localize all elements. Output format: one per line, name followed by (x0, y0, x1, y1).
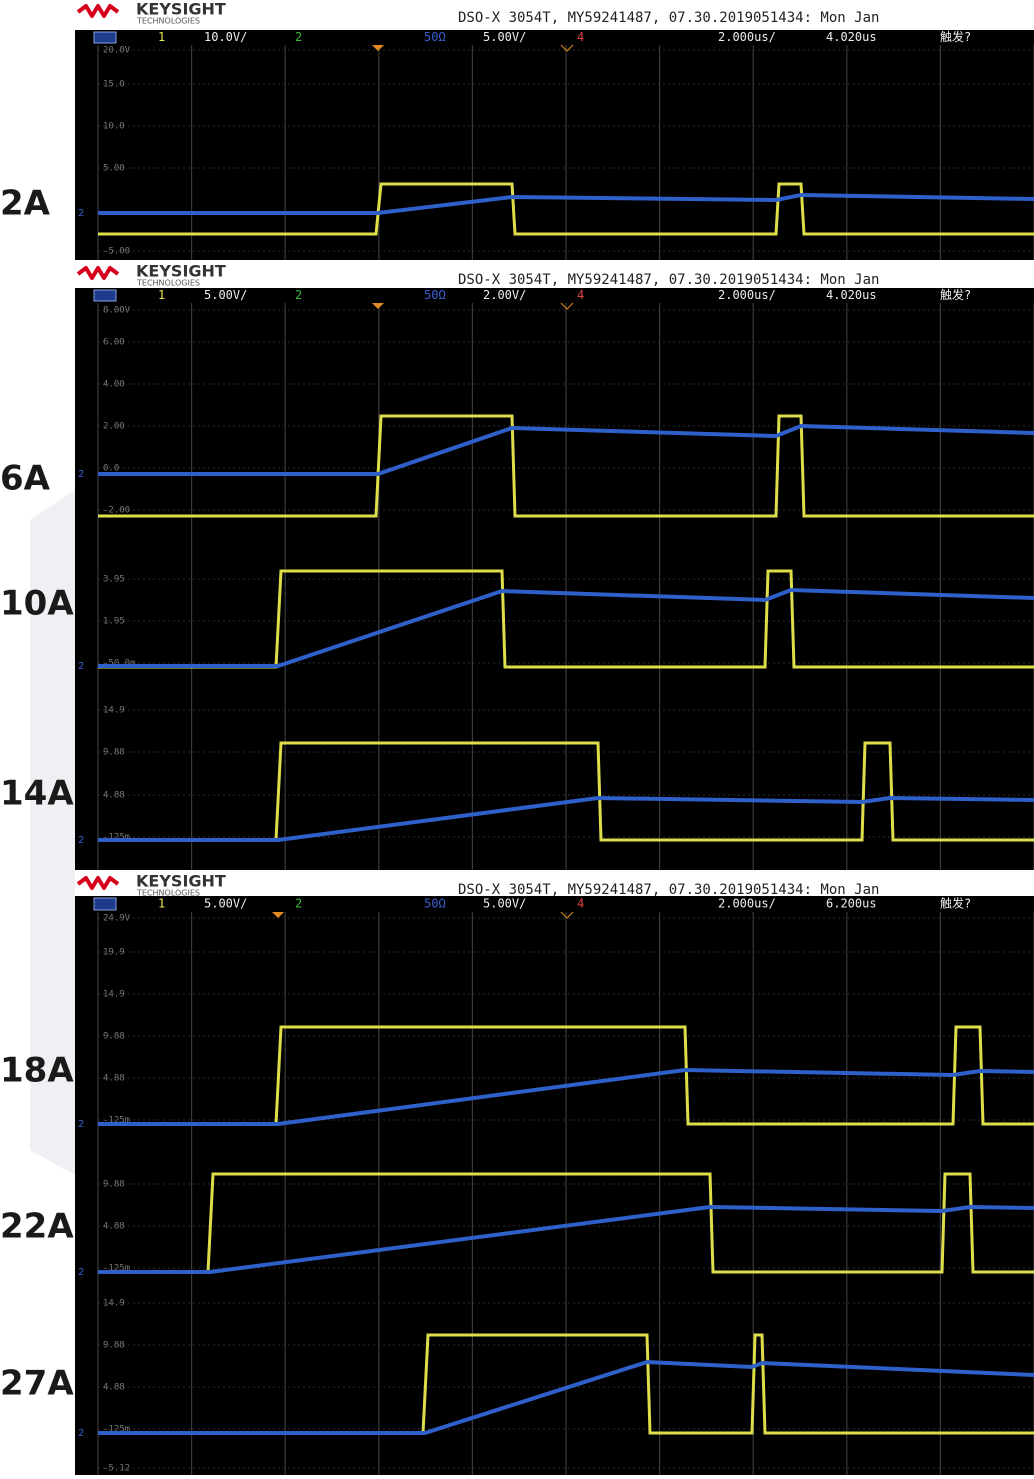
scale-label: -5.12 (103, 1464, 130, 1474)
status-ch1-num: 1 (158, 897, 165, 911)
channel-marker: 2 (78, 1119, 84, 1130)
scale-label: 6.00 (103, 338, 125, 348)
scale-label: 9.88 (103, 748, 125, 758)
status-ch1-scale: 5.00V/ (204, 897, 247, 911)
scale-label: 14.9 (103, 1299, 125, 1309)
status-imp: 50Ω (424, 30, 446, 44)
status-imp: 50Ω (424, 288, 446, 302)
menu-icon (94, 32, 116, 43)
status-trigger: 触发? (940, 896, 971, 911)
status-timebase: 2.000us/ (718, 30, 776, 44)
scale-label: -2.00 (103, 506, 130, 516)
current-label: 6A (0, 459, 51, 499)
scale-label: 8.00V (103, 306, 131, 316)
scale-label: 9.88 (103, 1341, 125, 1351)
current-label: 2A (0, 184, 51, 224)
scale-label: 1.95 (103, 617, 125, 627)
page: {"labels": ["2A", "6A", "10A", "14A", "1… (0, 0, 1034, 1475)
status-trigger: 触发? (940, 287, 971, 302)
status-ch1-scale: 5.00V/ (204, 288, 247, 302)
current-label: 22A (0, 1207, 74, 1247)
status-delay: 4.020us (826, 288, 877, 302)
channel-marker: 2 (78, 661, 84, 672)
scale-label: 14.9 (103, 990, 125, 1000)
status-ch4-num: 4 (577, 288, 584, 302)
channel-marker: 2 (78, 835, 84, 846)
channel-marker: 2 (78, 469, 84, 480)
scale-label: 24.9V (103, 914, 131, 924)
scale-label: 5.00 (103, 164, 125, 174)
scale-label: 9.88 (103, 1180, 125, 1190)
scale-label: 14.9 (103, 706, 125, 716)
scale-label: 4.88 (103, 1222, 125, 1232)
status-timebase: 2.000us/ (718, 897, 776, 911)
scale-label: 10.0 (103, 122, 125, 132)
channel-marker: 2 (78, 1428, 84, 1439)
status-ch2-scale: 2.00V/ (483, 288, 526, 302)
scope-info: DSO-X 3054T, MY59241487, 07.30.201905143… (458, 10, 879, 26)
status-imp: 50Ω (424, 897, 446, 911)
scope-screen (75, 45, 1034, 260)
scale-label: 15.0 (103, 80, 125, 90)
status-delay: 4.020us (826, 30, 877, 44)
scale-label: 4.00 (103, 380, 125, 390)
status-ch2-num: 2 (295, 30, 302, 44)
status-ch2-scale: 5.00V/ (483, 30, 526, 44)
scale-label: 4.88 (103, 791, 125, 801)
status-ch4-num: 4 (577, 897, 584, 911)
brand-sub: TECHNOLOGIES (136, 17, 200, 26)
current-label: 10A (0, 584, 74, 624)
status-ch1-num: 1 (158, 30, 165, 44)
current-label: 14A (0, 774, 74, 814)
status-delay: 6.200us (826, 897, 877, 911)
scope-info: DSO-X 3054T, MY59241487, 07.30.201905143… (458, 272, 879, 288)
menu-icon (94, 898, 116, 910)
composite-screenshot: KEYSIGHTTECHNOLOGIESDSO-X 3054T, MY59241… (0, 0, 1034, 1475)
scale-label: 20.0V (103, 46, 131, 56)
status-ch2-scale: 5.00V/ (483, 897, 526, 911)
scale-label: 19.9 (103, 948, 125, 958)
status-timebase: 2.000us/ (718, 288, 776, 302)
status-ch2-num: 2 (295, 897, 302, 911)
scale-label: 4.88 (103, 1383, 125, 1393)
scale-label: -5.00 (103, 247, 130, 257)
scale-label: 3.95 (103, 575, 125, 585)
scale-label: 2.00 (103, 422, 125, 432)
channel-marker: 2 (78, 1267, 84, 1278)
status-ch2-num: 2 (295, 288, 302, 302)
status-trigger: 触发? (940, 29, 971, 44)
channel-marker: 2 (78, 208, 84, 219)
current-label: 27A (0, 1364, 74, 1404)
brand-sub: TECHNOLOGIES (136, 279, 200, 288)
status-ch1-num: 1 (158, 288, 165, 302)
status-ch1-scale: 10.0V/ (204, 30, 247, 44)
menu-icon (94, 290, 116, 301)
current-label: 18A (0, 1051, 74, 1091)
scale-label: 9.88 (103, 1032, 125, 1042)
scale-label: 4.88 (103, 1074, 125, 1084)
status-ch4-num: 4 (577, 30, 584, 44)
